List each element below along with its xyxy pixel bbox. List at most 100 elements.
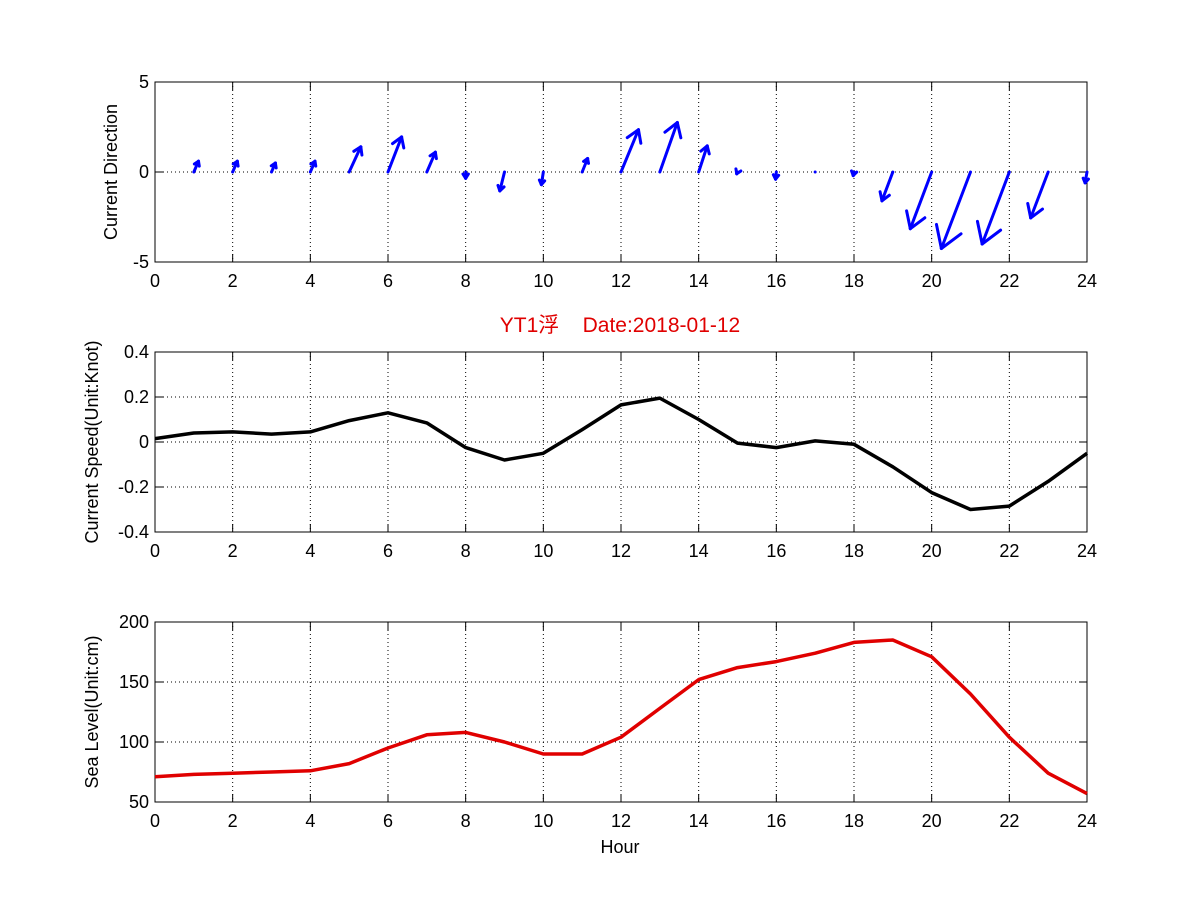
y-tick-label: -5 [133,252,149,272]
current-vector [537,170,547,187]
current-vector-shaft [697,144,709,174]
current-vector-shaft [658,121,679,174]
x-tick-label: 4 [305,811,315,831]
y-tick-label: -0.2 [118,477,149,497]
current-vector-head [636,128,643,145]
current-vector [771,170,781,181]
x-tick-label: 6 [383,811,393,831]
x-tick-label: 12 [611,541,631,561]
x-tick-label: 8 [461,811,471,831]
current-vector-head [908,216,927,231]
x-tick-label: 14 [689,271,709,291]
current-vector-head [428,150,437,158]
current-vector-head [934,222,943,250]
x-tick-label: 14 [689,811,709,831]
x-tick-label: 18 [844,811,864,831]
x-tick-label: 16 [766,541,786,561]
current-vector [905,170,934,231]
current-vector-head [269,161,277,168]
x-tick-label: 24 [1077,811,1097,831]
y-tick-label: 0.2 [124,387,149,407]
current-vector [580,157,591,174]
x-tick-label: 8 [461,271,471,291]
x-tick-label: 22 [999,541,1019,561]
current-vector-head [699,144,709,153]
current-vector [386,135,406,174]
y-tick-label: 100 [119,732,149,752]
x-tick-label: 24 [1077,271,1097,291]
current-vector [347,145,364,174]
current-vector-head [231,159,239,166]
current-vector-head [1029,207,1044,220]
current-vector-head [980,228,1003,246]
x-tick-label: 24 [1077,541,1097,561]
current-vector-shaft [1029,170,1050,220]
x-tick-label: 6 [383,541,393,561]
y-tick-label: 0 [139,162,149,182]
speed-panel: 0 2 4 6 8 10 12 14 16 18 20 22 24-0.4-0.200.20.4Curr… [82,340,1097,561]
current-vector [1026,170,1050,220]
x-tick-label: 8 [461,541,471,561]
x-tick-label: 20 [922,811,942,831]
y-tick-label: 0 [139,432,149,452]
current-vector-shaft [619,128,640,174]
current-vector [619,128,643,174]
x-axis-label: Hour [600,837,639,857]
current-vector-head [192,159,200,166]
x-tick-label: 18 [844,541,864,561]
current-vector-head [774,173,781,181]
current-vector-shaft [880,170,895,203]
current-vector [1081,170,1090,185]
current-vector [192,159,201,174]
y-tick-label: 0.4 [124,342,149,362]
x-tick-label: 20 [922,541,942,561]
current-vector-dot [813,170,817,174]
current-vector [269,161,278,174]
y-tick-label: 50 [129,792,149,812]
current-vector-head [464,172,470,180]
current-vector-head [975,219,984,246]
current-vector-head [352,145,363,153]
current-vector-head [391,135,404,146]
current-vector-shaft [980,170,1011,246]
x-tick-label: 12 [611,811,631,831]
chart-title: YT1浮 Date:2018-01-12 [500,314,740,337]
x-tick-label: 10 [533,541,553,561]
current-vector [496,170,506,193]
x-tick-label: 4 [305,541,315,561]
y-tick-label: -0.4 [118,522,149,542]
current-vector [813,170,817,174]
x-tick-label: 22 [999,811,1019,831]
current-vector-head [400,135,406,150]
x-tick-label: 0 [150,541,160,561]
current-vector-head [939,232,963,250]
y-axis-label: Current Direction [101,104,121,240]
current-vector [308,159,318,174]
x-tick-label: 2 [228,271,238,291]
current-vector-head [1026,201,1033,220]
current-vector-head [309,159,317,166]
current-vector-shaft [425,150,437,174]
current-vector-shaft [347,145,363,174]
current-vector-shaft [939,170,972,250]
current-vector-head [880,193,891,203]
current-vector [734,167,743,176]
x-tick-label: 2 [228,811,238,831]
x-tick-label: 20 [922,271,942,291]
x-tick-label: 0 [150,811,160,831]
x-tick-label: 0 [150,271,160,291]
x-tick-label: 16 [766,271,786,291]
current-vector-head [1083,177,1090,185]
current-vector-head [539,179,547,187]
y-axis-label: Sea Level(Unit:cm) [82,635,102,788]
y-tick-label: 150 [119,672,149,692]
current-vector [231,159,240,174]
sea-level-line [154,638,1088,796]
current-vector-head [905,209,912,231]
current-vector-head [675,121,683,140]
current-vector-head [663,121,679,134]
